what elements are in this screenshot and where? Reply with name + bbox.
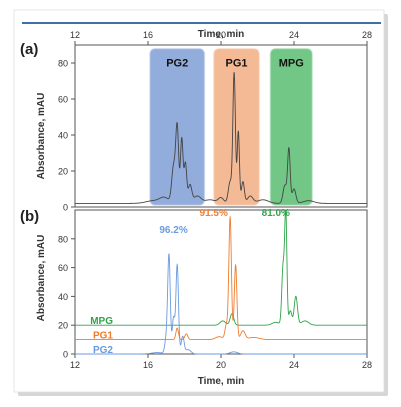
panel-a-y-tick-label: 60: [58, 95, 68, 105]
panel-b: (b) Time, min Absorbance, mAU 0 20 40 60 80 1…: [20, 208, 372, 387]
panel-a-chromatogram-line: [74, 72, 368, 204]
panel-a-y-tick-label: 80: [58, 59, 68, 69]
panel-b-y-tick-label: 80: [58, 234, 68, 244]
series-line-pg1: [74, 216, 368, 341]
panel-b-y-tick-label: 20: [58, 321, 68, 331]
panel-b-y-axis-title: Absorbance, mAU: [36, 235, 47, 322]
panel-a-label: (a): [20, 41, 38, 58]
panel-a-x-axis-title: Time, min: [198, 29, 245, 40]
fraction-band-pg1: [213, 48, 260, 206]
panel-a-x-tick-label: 24: [289, 30, 299, 40]
fraction-bands: [149, 48, 313, 206]
fraction-label-pg2: PG2: [166, 58, 188, 70]
panel-b-series-labels: MPG PG1 PG2 96.2% 91.5% 81.0%: [90, 208, 290, 356]
series-label-pg2: PG2: [93, 345, 113, 356]
panel-a-x-tick-label: 28: [362, 30, 372, 40]
series-line-pg2: [74, 253, 368, 355]
panel-a-y-tick-label: 40: [58, 131, 68, 141]
purity-label-pg2: 96.2%: [159, 225, 187, 236]
panel-b-y-tick-label: 0: [63, 350, 68, 360]
series-label-pg1: PG1: [93, 331, 113, 342]
fraction-label-mpg: MPG: [279, 58, 304, 70]
panel-b-axes: 0 20 40 60 80 12 16 20 24 28: [58, 209, 372, 370]
series-line-mpg: [74, 209, 368, 326]
panel-a-traces: [74, 72, 368, 204]
panel-a-axes: 0 20 40 60 80 12 16 20 24 28: [58, 30, 372, 213]
panel-b-x-axis-title: Time, min: [198, 376, 245, 387]
panel-b-x-tick-label: 28: [362, 360, 372, 370]
panel-b-y-tick-label: 40: [58, 292, 68, 302]
fraction-band-labels: PG2 PG1 MPG: [166, 58, 304, 70]
panel-b-x-tick-label: 16: [143, 360, 153, 370]
fraction-label-pg1: PG1: [226, 58, 248, 70]
panel-b-label: (b): [20, 208, 39, 225]
purity-label-mpg: 81.0%: [262, 208, 290, 219]
fraction-band-mpg: [270, 48, 313, 206]
panel-a-x-tick-label: 16: [143, 30, 153, 40]
panel-a-y-axis-title: Absorbance, mAU: [36, 93, 47, 180]
panel-a-x-tick-label: 12: [70, 30, 80, 40]
panel-a-y-tick-label: 20: [58, 167, 68, 177]
panel-b-x-tick-label: 20: [216, 360, 226, 370]
purity-label-pg1: 91.5%: [200, 208, 228, 219]
panel-a-x-tick-label: 20: [216, 30, 226, 40]
panel-a: (a) Time, min Absorbance, mAU 0 20 40 60 80 1…: [20, 29, 372, 213]
panel-b-x-tick-label: 24: [289, 360, 299, 370]
panel-b-x-tick-label: 12: [70, 360, 80, 370]
panel-b-y-tick-label: 60: [58, 263, 68, 273]
panel-b-traces: [74, 209, 368, 355]
panel-a-y-tick-label: 0: [63, 203, 68, 213]
series-label-mpg: MPG: [90, 316, 113, 327]
